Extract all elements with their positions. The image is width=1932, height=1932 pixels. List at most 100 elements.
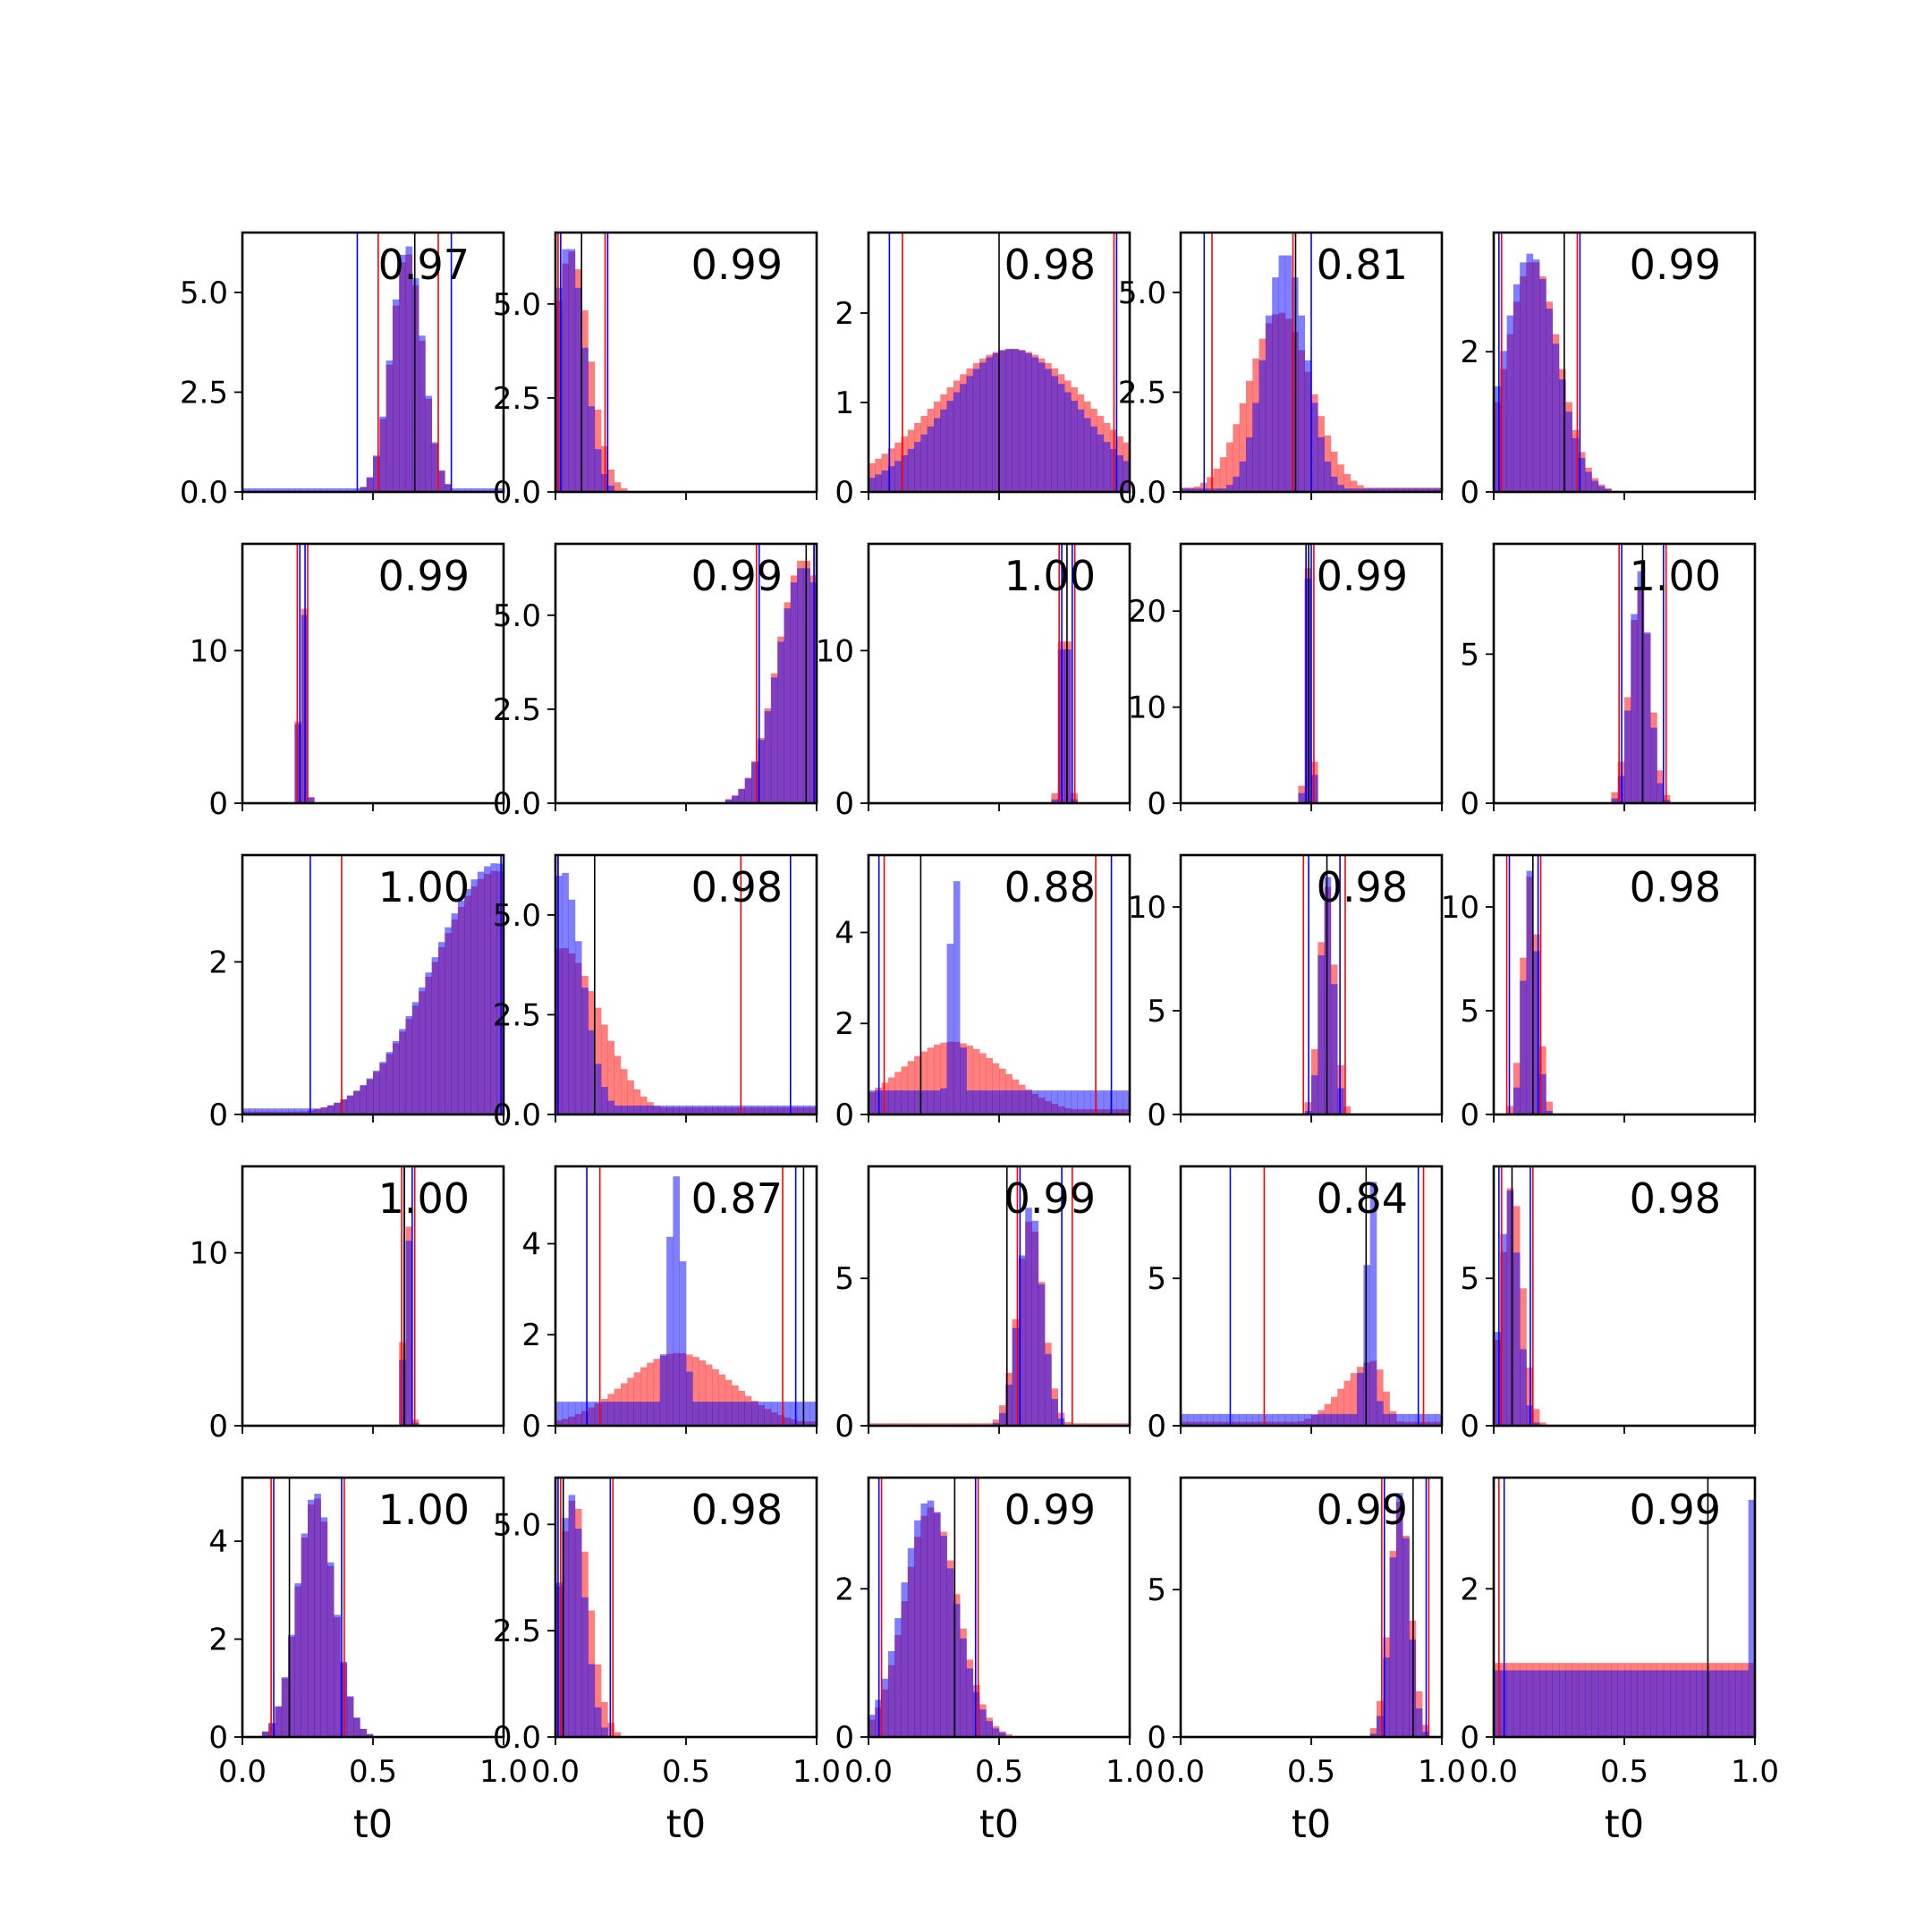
blue-bar — [314, 1108, 321, 1114]
blue-bar — [574, 287, 582, 492]
blue-histogram — [242, 246, 504, 492]
blue-bar — [607, 485, 614, 492]
red-bar — [1377, 1369, 1384, 1426]
blue-histogram — [555, 1176, 818, 1426]
blue-bar — [431, 957, 439, 1114]
y-tick-label: 0 — [835, 786, 854, 822]
blue-bar — [1233, 1413, 1240, 1426]
subplot-4-2: 0 2 4 0.87 — [521, 1165, 818, 1445]
blue-bar — [1708, 1670, 1716, 1737]
blue-bar — [887, 1090, 895, 1114]
blue-bar — [777, 1402, 784, 1426]
red-bar — [712, 1368, 719, 1426]
blue-bar — [1663, 1670, 1671, 1737]
subplot-1-3: 0 1 2 0.98 — [835, 231, 1131, 511]
blue-bar — [1005, 1384, 1013, 1426]
red-bar — [1051, 792, 1058, 803]
y-tick-label: 0 — [835, 1720, 854, 1756]
blue-bar — [431, 442, 439, 492]
blue-bar — [1565, 1670, 1572, 1737]
blue-bar — [1402, 1413, 1410, 1426]
blue-bar — [1494, 1332, 1501, 1426]
blue-bar — [1077, 1090, 1085, 1114]
red-bar — [1350, 1373, 1358, 1426]
y-tick-label: 5 — [1147, 994, 1166, 1030]
blue-bar — [894, 1618, 902, 1737]
blue-bar — [1500, 1233, 1507, 1426]
subplot-5-2: 0.0 2.5 5.0 0.0 0.5 1.0 t0 0.98 — [493, 1476, 841, 1847]
blue-bar — [555, 287, 563, 492]
blue-bar — [334, 1614, 341, 1737]
blue-bar — [640, 1402, 648, 1426]
blue-bar — [934, 1512, 941, 1737]
blue-bar — [992, 1090, 1000, 1114]
red-bar — [633, 1372, 641, 1426]
x-tick-label: 0.0 — [844, 1754, 893, 1790]
red-bar — [1116, 1423, 1123, 1426]
blue-bar — [405, 1241, 413, 1426]
blue-bar — [268, 1723, 275, 1737]
blue-bar — [1611, 798, 1618, 803]
red-bar — [953, 1423, 961, 1426]
blue-bar — [1045, 1353, 1052, 1426]
blue-bar — [1546, 309, 1553, 492]
blue-bar — [946, 1568, 954, 1737]
blue-bar — [1409, 488, 1417, 492]
blue-bar — [914, 1090, 921, 1114]
blue-histogram — [555, 1495, 608, 1737]
y-tick-label: 5 — [835, 1261, 854, 1297]
blue-bar — [1207, 1413, 1214, 1426]
blue-bar — [445, 484, 452, 492]
blue-histogram — [261, 1493, 374, 1737]
blue-bar — [1258, 1413, 1267, 1426]
blue-bar — [457, 488, 465, 492]
red-bar — [966, 1423, 974, 1426]
red-bar — [601, 1701, 608, 1737]
red-bar — [887, 1423, 895, 1426]
blue-bar — [1311, 1075, 1318, 1114]
blue-bar — [920, 434, 928, 492]
blue-bar — [738, 1106, 745, 1114]
red-bar — [640, 1367, 648, 1426]
blue-bar — [1520, 1670, 1527, 1737]
blue-bar — [1324, 877, 1332, 1114]
blue-bar — [574, 1402, 582, 1426]
blue-bar — [705, 1402, 713, 1426]
y-tick-label: 2.5 — [493, 692, 541, 728]
y-tick-label: 2 — [208, 1623, 228, 1658]
blue-bar — [1559, 379, 1566, 492]
blue-bar — [1252, 402, 1259, 492]
blue-bar — [770, 677, 778, 803]
y-tick-label: 2 — [521, 1318, 541, 1353]
blue-bar — [1597, 486, 1606, 492]
blue-bar — [1193, 488, 1201, 492]
blue-bar — [1389, 1557, 1397, 1737]
blue-bar — [353, 1717, 360, 1737]
blue-bar — [1591, 480, 1599, 492]
blue-bar — [1097, 1090, 1105, 1114]
blue-bar — [1005, 1090, 1013, 1114]
blue-bar — [784, 608, 792, 803]
blue-histogram — [869, 349, 1131, 492]
subplot-2-5: 051.00 — [1460, 542, 1757, 822]
blue-bar — [425, 395, 432, 492]
red-bar — [640, 1097, 648, 1114]
blue-bar — [1520, 1349, 1527, 1426]
subplot-5-5: 0 2 0.0 0.5 1.0 t0 0.99 — [1460, 1476, 1779, 1847]
blue-bar — [1578, 1670, 1586, 1737]
x-tick-label: 0.5 — [662, 1754, 710, 1790]
blue-bar — [1298, 1413, 1305, 1426]
blue-bar — [326, 1105, 335, 1114]
subplot-1-2: 0.0 2.5 5.0 0.99 — [493, 231, 818, 511]
blue-bar — [366, 477, 374, 492]
blue-bar — [457, 900, 465, 1114]
blue-bar — [379, 1062, 386, 1114]
blue-bar — [953, 881, 961, 1114]
correlation-annotation: 0.99 — [1630, 1486, 1721, 1534]
blue-bar — [1051, 376, 1058, 492]
blue-bar — [451, 913, 459, 1114]
blue-bar — [1748, 1499, 1756, 1737]
blue-bar — [784, 1402, 792, 1426]
blue-bar — [738, 1402, 745, 1426]
blue-bar — [972, 1691, 980, 1737]
